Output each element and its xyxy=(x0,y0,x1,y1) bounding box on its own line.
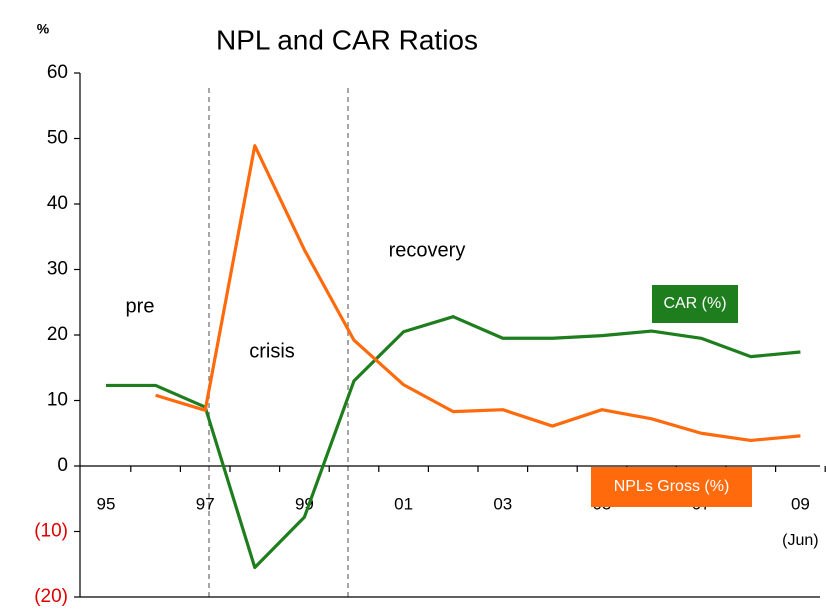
y-tick-label: 20 xyxy=(47,324,68,345)
annotation: pre xyxy=(126,295,155,317)
y-unit: % xyxy=(37,21,50,37)
x-tick-label: 01 xyxy=(394,494,413,513)
y-tick-label: (20) xyxy=(34,586,68,607)
y-tick-label: (10) xyxy=(34,521,68,542)
annotation: recovery xyxy=(389,239,466,261)
x-tick-label: 97 xyxy=(196,494,215,513)
y-tick-label: 30 xyxy=(47,259,68,280)
y-tick-label: 0 xyxy=(57,455,68,476)
legend-box xyxy=(591,467,752,507)
series-line xyxy=(106,315,801,570)
chart-title: NPL and CAR Ratios xyxy=(216,24,478,55)
x-tick-label: 95 xyxy=(97,494,116,513)
y-tick-label: 10 xyxy=(47,390,68,411)
x-note: (Jun) xyxy=(782,532,818,549)
annotation: crisis xyxy=(249,340,295,362)
x-tick-label: 03 xyxy=(493,494,512,513)
y-tick-label: 40 xyxy=(47,193,68,214)
x-tick-label: 09 xyxy=(791,494,810,513)
legend-box xyxy=(652,285,738,323)
legend-label: CAR (%) xyxy=(663,295,726,312)
series-line xyxy=(155,144,801,443)
y-tick-label: 60 xyxy=(47,62,68,83)
y-tick-label: 50 xyxy=(47,128,68,149)
legend-label: NPLs Gross (%) xyxy=(614,478,730,495)
